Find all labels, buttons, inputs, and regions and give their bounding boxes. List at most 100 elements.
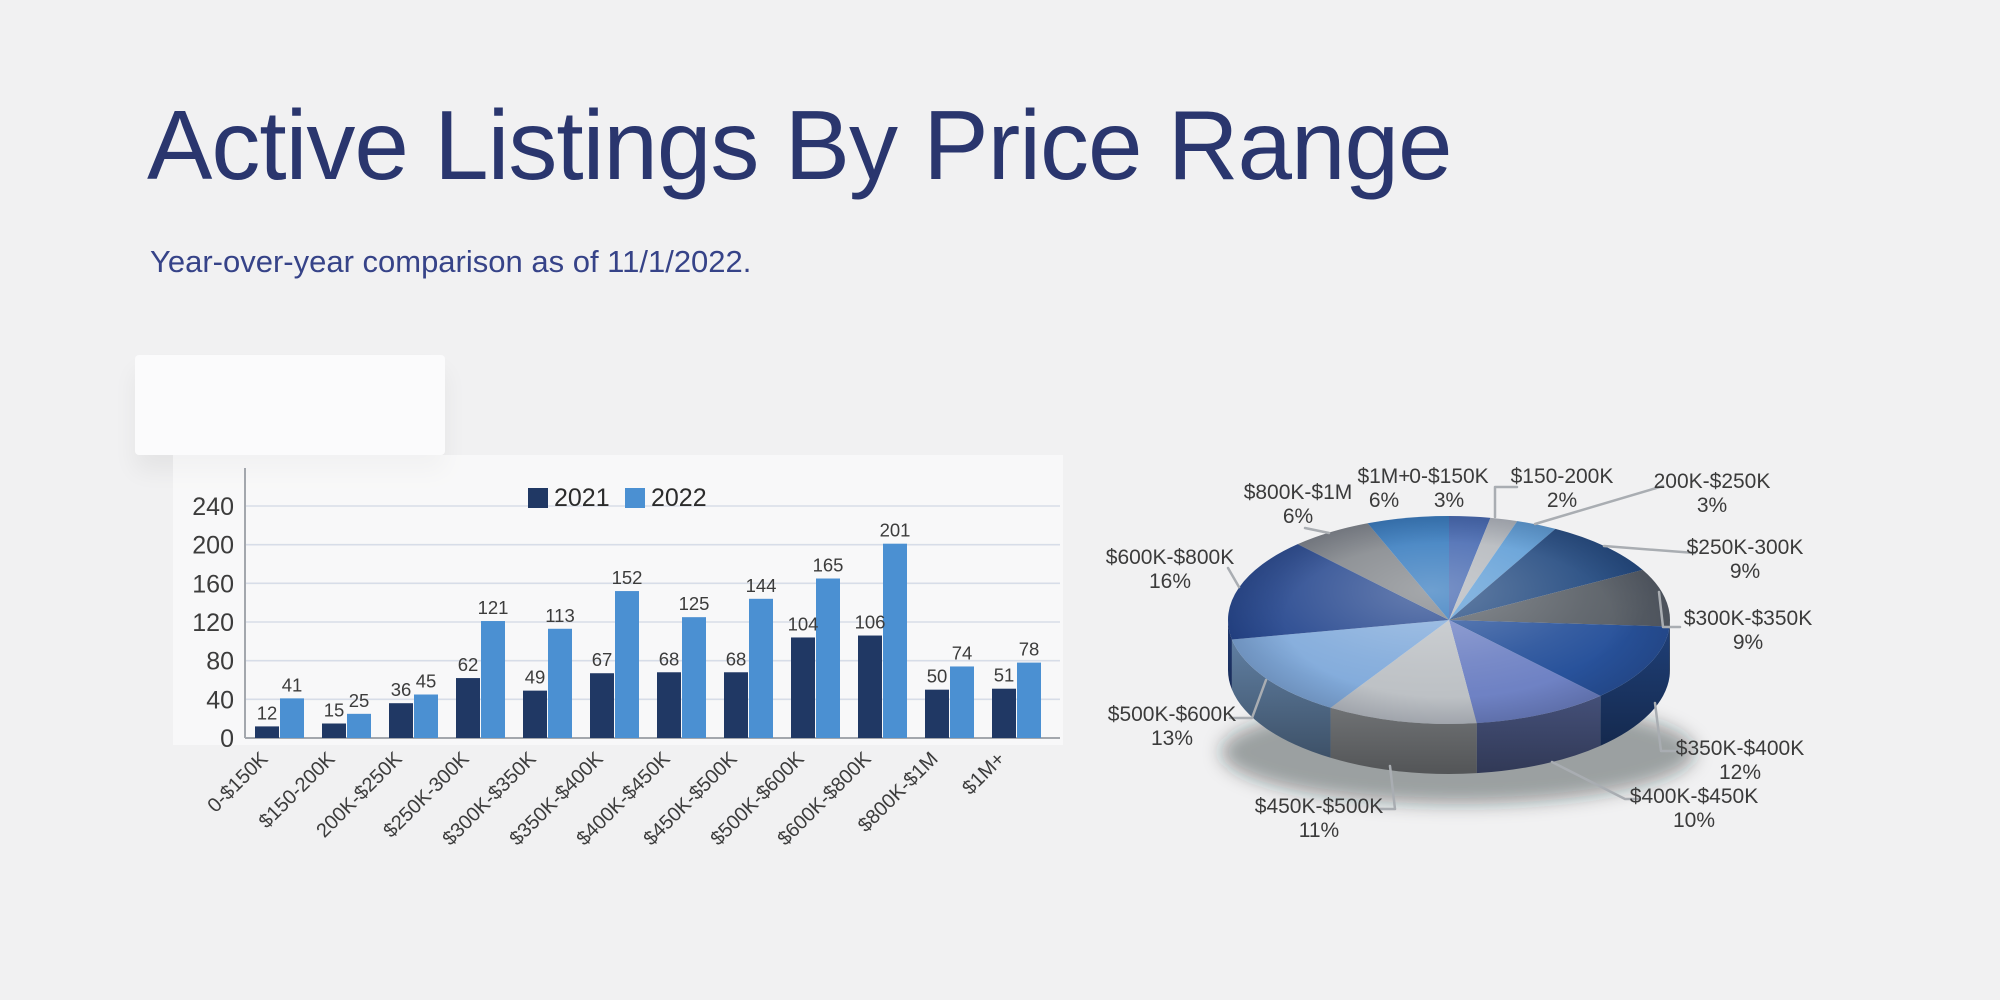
pie-label: $450K-$500K (1255, 795, 1383, 818)
bar-2021 (456, 678, 480, 738)
bar-value-label: 15 (324, 700, 345, 721)
pie-percent-label: 16% (1149, 570, 1191, 593)
bar-value-label: 165 (813, 555, 844, 576)
leader-line (1493, 485, 1519, 519)
pie-label: $350K-$400K (1676, 737, 1804, 760)
chart-card-backdrop (135, 355, 445, 455)
bar-value-label: 45 (416, 671, 437, 692)
bar-2021 (657, 672, 681, 738)
bar-value-label: 201 (880, 520, 911, 541)
pie-label: $1M+ (1357, 465, 1410, 488)
y-tick-label: 120 (192, 609, 234, 637)
leader-line (1602, 544, 1697, 555)
legend-label-2022: 2022 (651, 484, 707, 512)
pie-percent-label: 3% (1697, 494, 1727, 517)
page-subtitle: Year-over-year comparison as of 11/1/202… (150, 244, 752, 279)
bar-2022 (1017, 662, 1041, 738)
bar-value-label: 51 (994, 665, 1015, 686)
pie-percent-label: 9% (1730, 560, 1760, 583)
legend-label-2021: 2021 (554, 484, 610, 512)
leader-line (1226, 566, 1241, 589)
bar-2022 (414, 694, 438, 738)
bar-2022 (481, 621, 505, 738)
pie-percent-label: 13% (1151, 727, 1193, 750)
leader-line (1303, 526, 1331, 535)
pie-label: 0-$150K (1409, 465, 1488, 488)
pie-label: $300K-$350K (1684, 607, 1812, 630)
bar-value-label: 113 (545, 605, 575, 626)
bar-value-label: 125 (679, 593, 710, 614)
bar-value-label: 50 (927, 666, 948, 687)
bar-2022 (749, 598, 773, 738)
legend-swatch-2021 (528, 488, 548, 508)
bar-value-label: 68 (659, 648, 680, 669)
pie-label: $500K-$600K (1108, 703, 1236, 726)
pie-label: $600K-$800K (1106, 546, 1234, 569)
bar-value-label: 41 (282, 674, 303, 695)
leader-line (1657, 590, 1682, 629)
bar-value-label: 144 (746, 575, 777, 596)
pie-percent-label: 6% (1369, 489, 1399, 512)
bar-2022 (280, 698, 304, 738)
leader-line (1228, 678, 1268, 720)
leader-line (1533, 484, 1665, 526)
leader-line (1653, 701, 1682, 753)
pie-percent-label: 9% (1733, 631, 1763, 654)
bar-2021 (992, 688, 1016, 738)
bar-2022 (816, 578, 840, 738)
pie-percent-label: 3% (1434, 489, 1464, 512)
bar-2022 (950, 666, 974, 738)
bar-value-label: 62 (458, 654, 479, 675)
bar-2021 (791, 637, 815, 738)
pie-percent-label: 12% (1719, 761, 1761, 784)
bar-value-label: 121 (478, 597, 509, 618)
legend-swatch-2022 (625, 488, 645, 508)
bar-2021 (322, 723, 346, 738)
bar-2022 (548, 628, 572, 738)
pie-chart-3d: 0-$150K3%$150-200K2%200K-$250K3%$250K-30… (1106, 465, 1812, 842)
y-tick-label: 240 (192, 493, 234, 521)
pie-label: $150-200K (1511, 465, 1614, 488)
y-tick-label: 200 (192, 532, 234, 560)
bar-2021 (590, 673, 614, 738)
bar-value-label: 152 (612, 567, 643, 588)
leader-line (1550, 760, 1642, 801)
pie-label: 200K-$250K (1654, 470, 1771, 493)
category-label: 0-$150K (204, 748, 273, 817)
bar-value-label: 74 (952, 642, 973, 663)
bar-value-label: 78 (1019, 639, 1040, 660)
bar-2022 (347, 713, 371, 738)
pie-percent-label: 2% (1547, 489, 1577, 512)
y-tick-label: 40 (206, 686, 234, 714)
bar-2021 (523, 690, 547, 738)
bar-2021 (925, 689, 949, 738)
y-tick-label: 160 (192, 570, 234, 598)
pie-percent-label: 6% (1283, 505, 1313, 528)
bar-2022 (883, 543, 907, 738)
page-title: Active Listings By Price Range (147, 90, 1452, 200)
bar-value-label: 36 (391, 679, 412, 700)
bar-value-label: 68 (726, 648, 747, 669)
bar-value-label: 49 (525, 667, 546, 688)
bar-value-label: 12 (257, 702, 278, 723)
pie-slice-wall (1330, 707, 1477, 774)
bar-value-label: 67 (592, 649, 613, 670)
category-label: $1M+ (958, 748, 1009, 799)
bar-value-label: 25 (349, 690, 370, 711)
pie-label: $400K-$450K (1630, 785, 1758, 808)
leader-line (1378, 764, 1397, 811)
bar-2022 (682, 617, 706, 738)
y-tick-label: 80 (206, 648, 234, 676)
bar-2021 (389, 703, 413, 738)
bar-2021 (724, 672, 748, 738)
y-tick-label: 0 (220, 725, 234, 753)
pie-label: $800K-$1M (1244, 481, 1353, 504)
pie-label: $250K-300K (1687, 536, 1804, 559)
bar-2021 (858, 635, 882, 738)
bar-value-label: 106 (855, 612, 886, 633)
bar-2022 (615, 591, 639, 738)
pie-percent-label: 10% (1673, 809, 1715, 832)
bar-value-label: 104 (788, 613, 819, 634)
